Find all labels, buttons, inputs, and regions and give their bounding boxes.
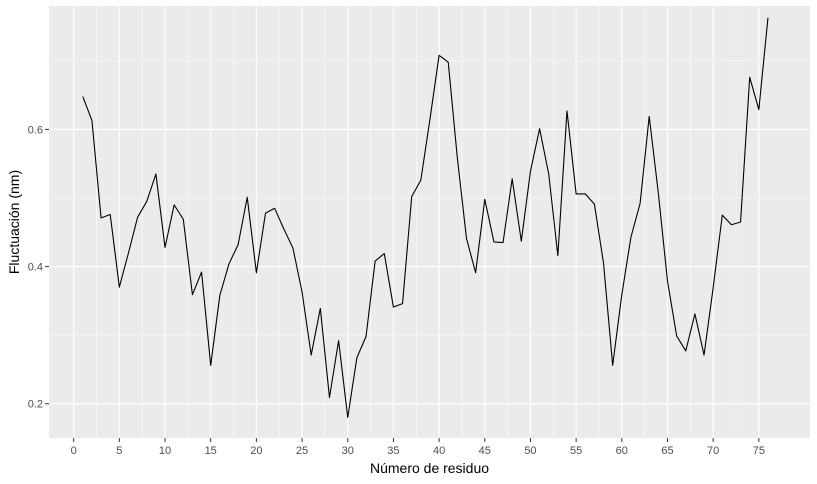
x-tick-label: 20 <box>250 445 262 457</box>
x-tick-label: 30 <box>342 445 354 457</box>
minor-gridlines <box>49 6 810 438</box>
major-gridlines <box>49 6 810 438</box>
x-tick-label: 50 <box>524 445 536 457</box>
x-tick-label: 35 <box>387 445 399 457</box>
y-tick-label: 0.6 <box>28 124 43 136</box>
x-tick-label: 10 <box>159 445 171 457</box>
y-tick-label: 0.2 <box>28 399 43 411</box>
x-tick-label: 5 <box>116 445 122 457</box>
plot-panel <box>49 6 810 438</box>
x-tick-label: 0 <box>71 445 77 457</box>
y-axis: 0.2 0.4 0.6 <box>28 124 49 411</box>
x-tick-label: 65 <box>661 445 673 457</box>
x-tick-label: 45 <box>479 445 491 457</box>
y-axis-title: Fluctuación (nm) <box>6 170 22 274</box>
x-tick-label: 15 <box>205 445 217 457</box>
x-tick-label: 40 <box>433 445 445 457</box>
x-tick-label: 60 <box>616 445 628 457</box>
x-tick-label: 70 <box>707 445 719 457</box>
x-tick-label: 75 <box>753 445 765 457</box>
x-tick-label: 55 <box>570 445 582 457</box>
x-axis: 0 5 10 15 20 25 30 35 40 45 50 55 60 65 70 75 <box>71 438 765 457</box>
fluctuation-line <box>82 17 769 418</box>
y-tick-label: 0.4 <box>28 262 43 274</box>
x-axis-title: Número de residuo <box>370 460 489 476</box>
x-tick-label: 25 <box>296 445 308 457</box>
